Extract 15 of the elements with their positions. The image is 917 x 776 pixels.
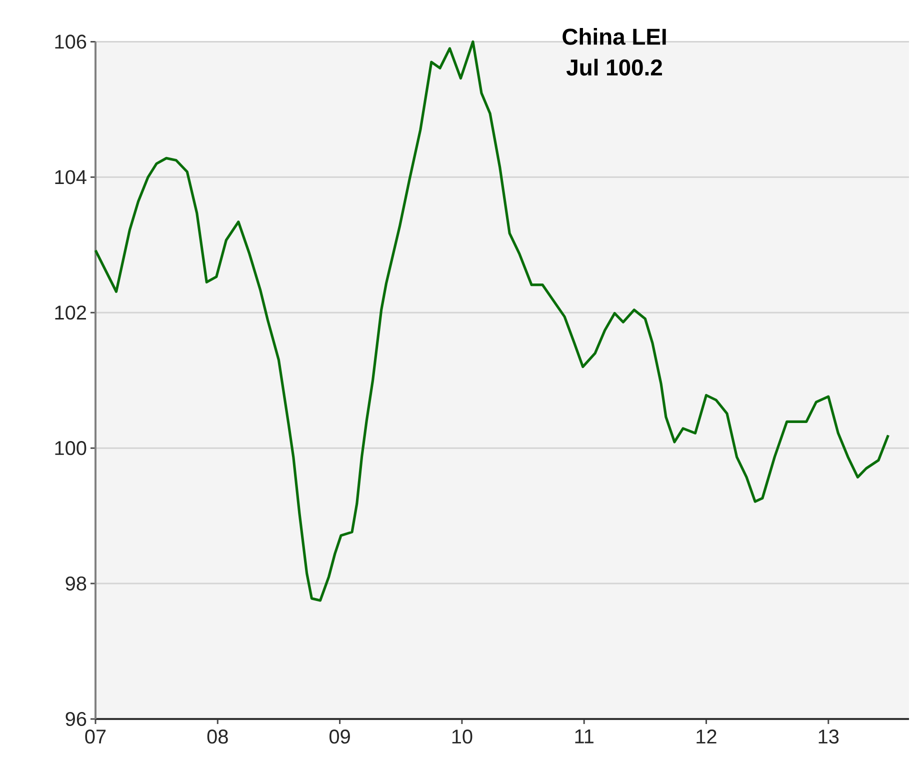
y-tick-label: 96 <box>66 712 86 726</box>
x-tick-label: 10 <box>452 730 472 744</box>
x-tick-label: 11 <box>575 730 594 744</box>
y-tick-label: 102 <box>55 306 86 320</box>
y-tick-label: 104 <box>55 170 86 184</box>
chart-title: China LEI <box>562 28 666 45</box>
x-tick-label: 07 <box>85 730 106 744</box>
x-tick-label: 08 <box>207 730 228 744</box>
x-tick-label: 13 <box>818 730 839 744</box>
y-tick-label: 98 <box>66 576 86 591</box>
x-tick-label: 12 <box>696 730 716 744</box>
y-tick-label: 100 <box>55 441 86 456</box>
y-tick-label: 106 <box>55 34 86 49</box>
text: Jul 100.2 <box>566 58 662 76</box>
x-tick-label: 09 <box>329 730 350 744</box>
